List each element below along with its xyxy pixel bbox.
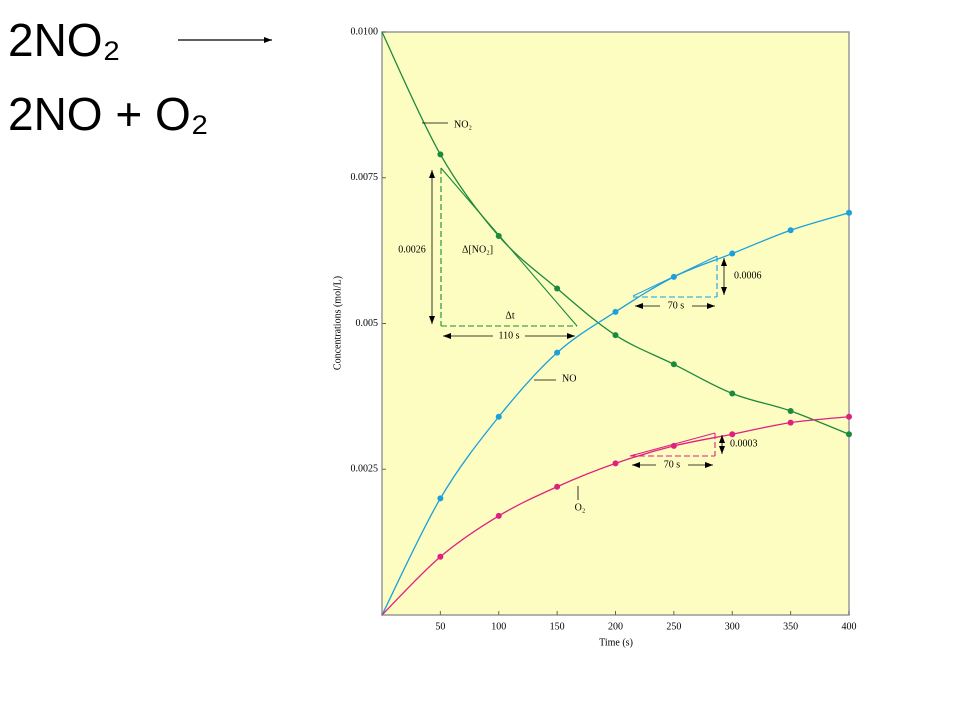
y-tick-label: 0.0100 [351, 26, 379, 37]
x-tick-label: 400 [842, 621, 857, 632]
x-tick-label: 50 [435, 621, 445, 632]
data-point [437, 553, 444, 560]
tangent-line [629, 432, 716, 457]
x-tick-label: 100 [491, 621, 506, 632]
x-tick-label: 300 [725, 621, 740, 632]
data-point [554, 483, 561, 490]
data-point [670, 361, 677, 368]
y-tick-label: 0.0025 [351, 464, 379, 475]
data-point [437, 495, 444, 502]
annotation: 70 s [664, 459, 681, 470]
label-background [656, 459, 688, 471]
data-point [554, 285, 561, 292]
series-label: O₂ [575, 502, 586, 513]
data-point [437, 151, 444, 158]
y-tick-label: 0.005 [356, 318, 379, 329]
data-point [612, 308, 619, 315]
x-tick-label: 200 [608, 621, 623, 632]
tangent-line [440, 167, 578, 327]
data-point [612, 332, 619, 339]
data-point [846, 431, 852, 438]
y-tick-label: 0.0075 [351, 172, 379, 183]
annotation: 0.0003 [730, 438, 758, 449]
series-line [381, 416, 850, 616]
data-point [729, 250, 736, 257]
data-point [846, 413, 852, 420]
annotation: 110 s [498, 330, 519, 341]
series-label: NO [562, 373, 576, 384]
reactant: 2NO₂ [8, 14, 120, 66]
label-background [493, 330, 525, 342]
annotation: 70 s [668, 300, 685, 311]
data-point [787, 419, 794, 426]
x-tick-label: 150 [550, 621, 565, 632]
data-point [729, 431, 736, 438]
data-point [846, 209, 852, 216]
x-tick-label: 350 [783, 621, 798, 632]
data-point [495, 413, 502, 420]
data-point [787, 407, 794, 414]
products: 2NO + O₂ [8, 88, 209, 140]
data-point [612, 460, 619, 467]
tangent-line [632, 255, 718, 297]
plot-area [381, 31, 850, 616]
label-background [660, 300, 692, 312]
annotation: 0.0026 [398, 244, 426, 255]
label-background [396, 244, 428, 256]
x-tick-label: 250 [666, 621, 681, 632]
annotation: Δ[NO₂] [462, 244, 493, 255]
annotation: 0.0006 [734, 270, 762, 281]
data-point [554, 349, 561, 356]
series-label: NO₂ [454, 119, 472, 130]
annotation: Δt [505, 310, 514, 321]
y-axis-label: Concentrations (mol/L) [332, 276, 343, 370]
data-point [495, 512, 502, 519]
x-axis-label: Time (s) [599, 637, 633, 648]
data-point [729, 390, 736, 397]
data-point [787, 227, 794, 234]
